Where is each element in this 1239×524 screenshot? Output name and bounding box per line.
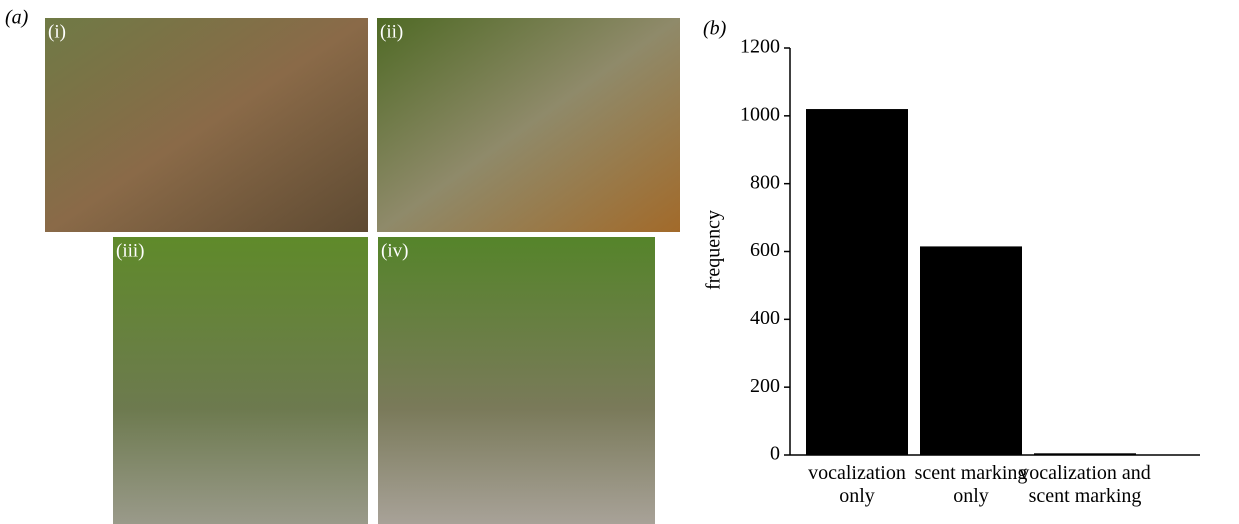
photo xyxy=(113,237,368,524)
y-tick-label: 400 xyxy=(750,307,780,329)
y-tick-label: 200 xyxy=(750,375,780,397)
y-tick-label: 1000 xyxy=(740,103,780,125)
photo-label: (iii) xyxy=(116,240,145,261)
bar xyxy=(806,109,908,455)
photo xyxy=(378,237,655,524)
y-tick-label: 0 xyxy=(770,443,780,465)
panel-label: (a) xyxy=(5,7,29,29)
bar xyxy=(1034,453,1136,455)
photo xyxy=(45,18,368,232)
photo-label: (iv) xyxy=(381,240,408,261)
photo-label: (ii) xyxy=(380,21,403,42)
y-axis-label: frequency xyxy=(703,210,725,290)
figure-canvas: (a) (i) (ii) (iii) (iv) (b) frequency 0 2… xyxy=(0,0,1239,524)
photo-label: (i) xyxy=(48,21,66,42)
y-tick-label: 800 xyxy=(750,171,780,193)
panel-label: (b) xyxy=(703,18,727,40)
x-tick-label: vocalization and scent marking xyxy=(1010,462,1160,508)
bar xyxy=(920,246,1022,455)
y-tick-label: 1200 xyxy=(740,36,780,58)
y-tick-label: 600 xyxy=(750,239,780,261)
figure: (a) (i) (ii) (iii) (iv) (b) frequency 0 2… xyxy=(0,0,1239,524)
photo xyxy=(377,18,680,232)
